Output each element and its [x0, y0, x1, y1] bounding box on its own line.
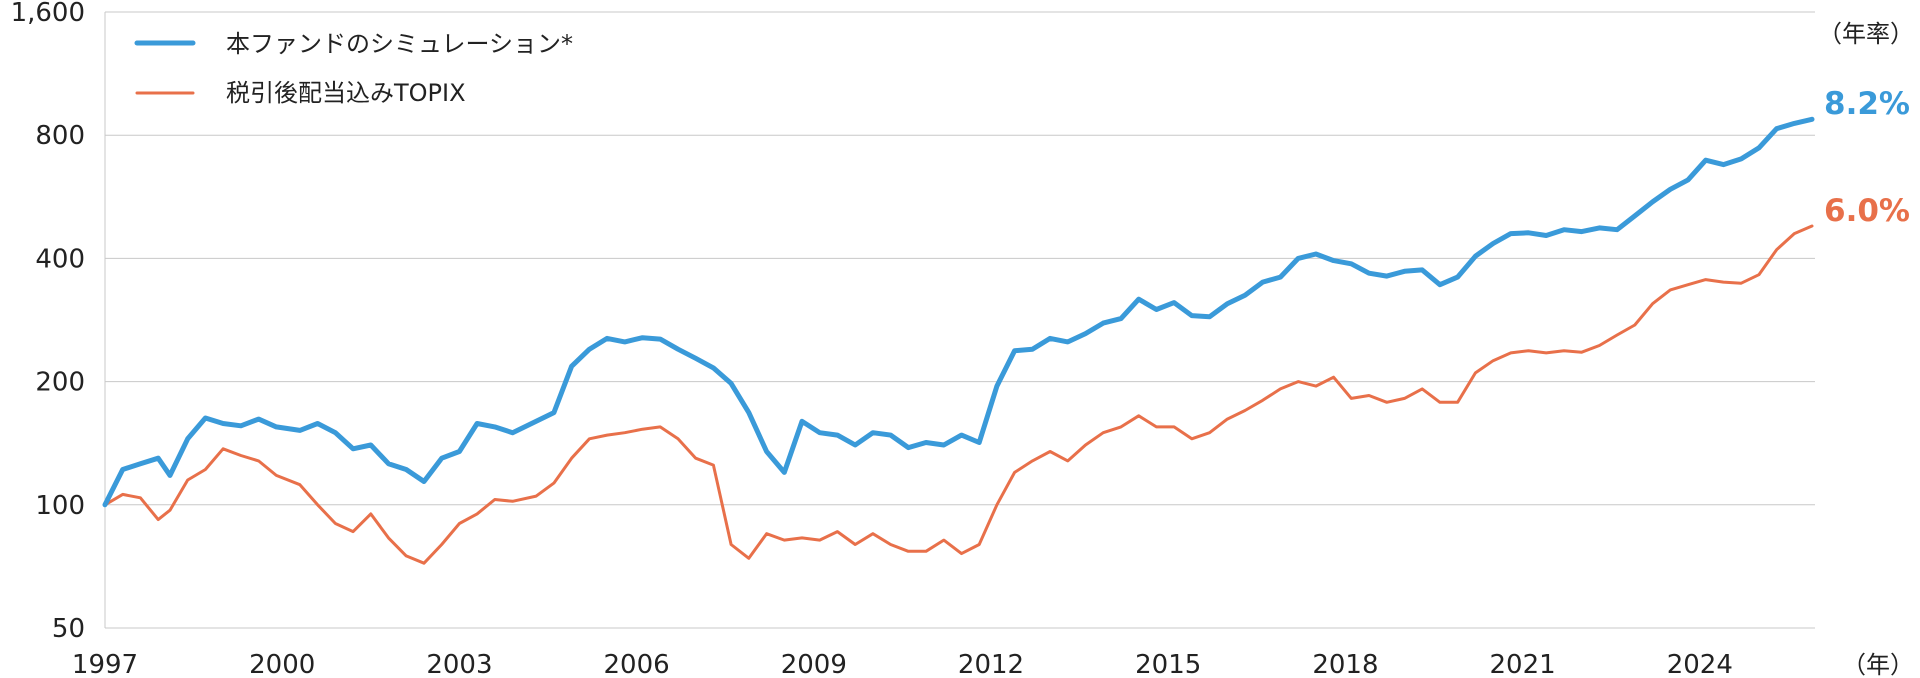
x-tick-label-1997: 1997 — [72, 650, 138, 678]
y-tick-label-100: 100 — [35, 491, 85, 521]
x-tick-label-2006: 2006 — [604, 650, 670, 678]
fund-annual-rate-label: 8.2% — [1824, 86, 1910, 122]
legend-label-topix: 税引後配当込みTOPIX — [226, 79, 466, 107]
x-tick-label-2012: 2012 — [958, 650, 1024, 678]
y-tick-label-400: 400 — [35, 244, 85, 274]
topix-annual-rate-label: 6.0% — [1824, 193, 1910, 229]
x-tick-label-2015: 2015 — [1135, 650, 1201, 678]
series-line-topix — [103, 224, 1814, 565]
series-lines — [102, 116, 1815, 565]
x-axis-tick-labels: 1997 2000 2003 2006 2009 2012 2015 2018 2021 2024 — [72, 650, 1733, 678]
legend-label-fund: 本ファンドのシミュレーション* — [226, 30, 573, 58]
x-tick-label-2003: 2003 — [426, 650, 492, 678]
grid-lines — [104, 11, 1815, 629]
series-line-fund — [102, 116, 1815, 508]
y-tick-label-1600: 1,600 — [11, 0, 85, 28]
x-tick-label-2024: 2024 — [1667, 650, 1733, 678]
legend: 本ファンドのシミュレーション* 税引後配当込みTOPIX — [134, 30, 573, 107]
x-tick-label-2018: 2018 — [1312, 650, 1378, 678]
x-tick-label-2009: 2009 — [781, 650, 847, 678]
x-axis-unit-label: （年） — [1842, 651, 1914, 678]
x-tick-label-2000: 2000 — [249, 650, 315, 678]
y-tick-label-50: 50 — [52, 614, 85, 644]
y-tick-label-200: 200 — [35, 368, 85, 398]
x-tick-label-2021: 2021 — [1490, 650, 1556, 678]
rate-header: （年率） — [1818, 20, 1914, 48]
y-axis-tick-labels: 50 100 200 400 800 1,600 — [11, 0, 85, 644]
y-tick-label-800: 800 — [35, 121, 85, 151]
